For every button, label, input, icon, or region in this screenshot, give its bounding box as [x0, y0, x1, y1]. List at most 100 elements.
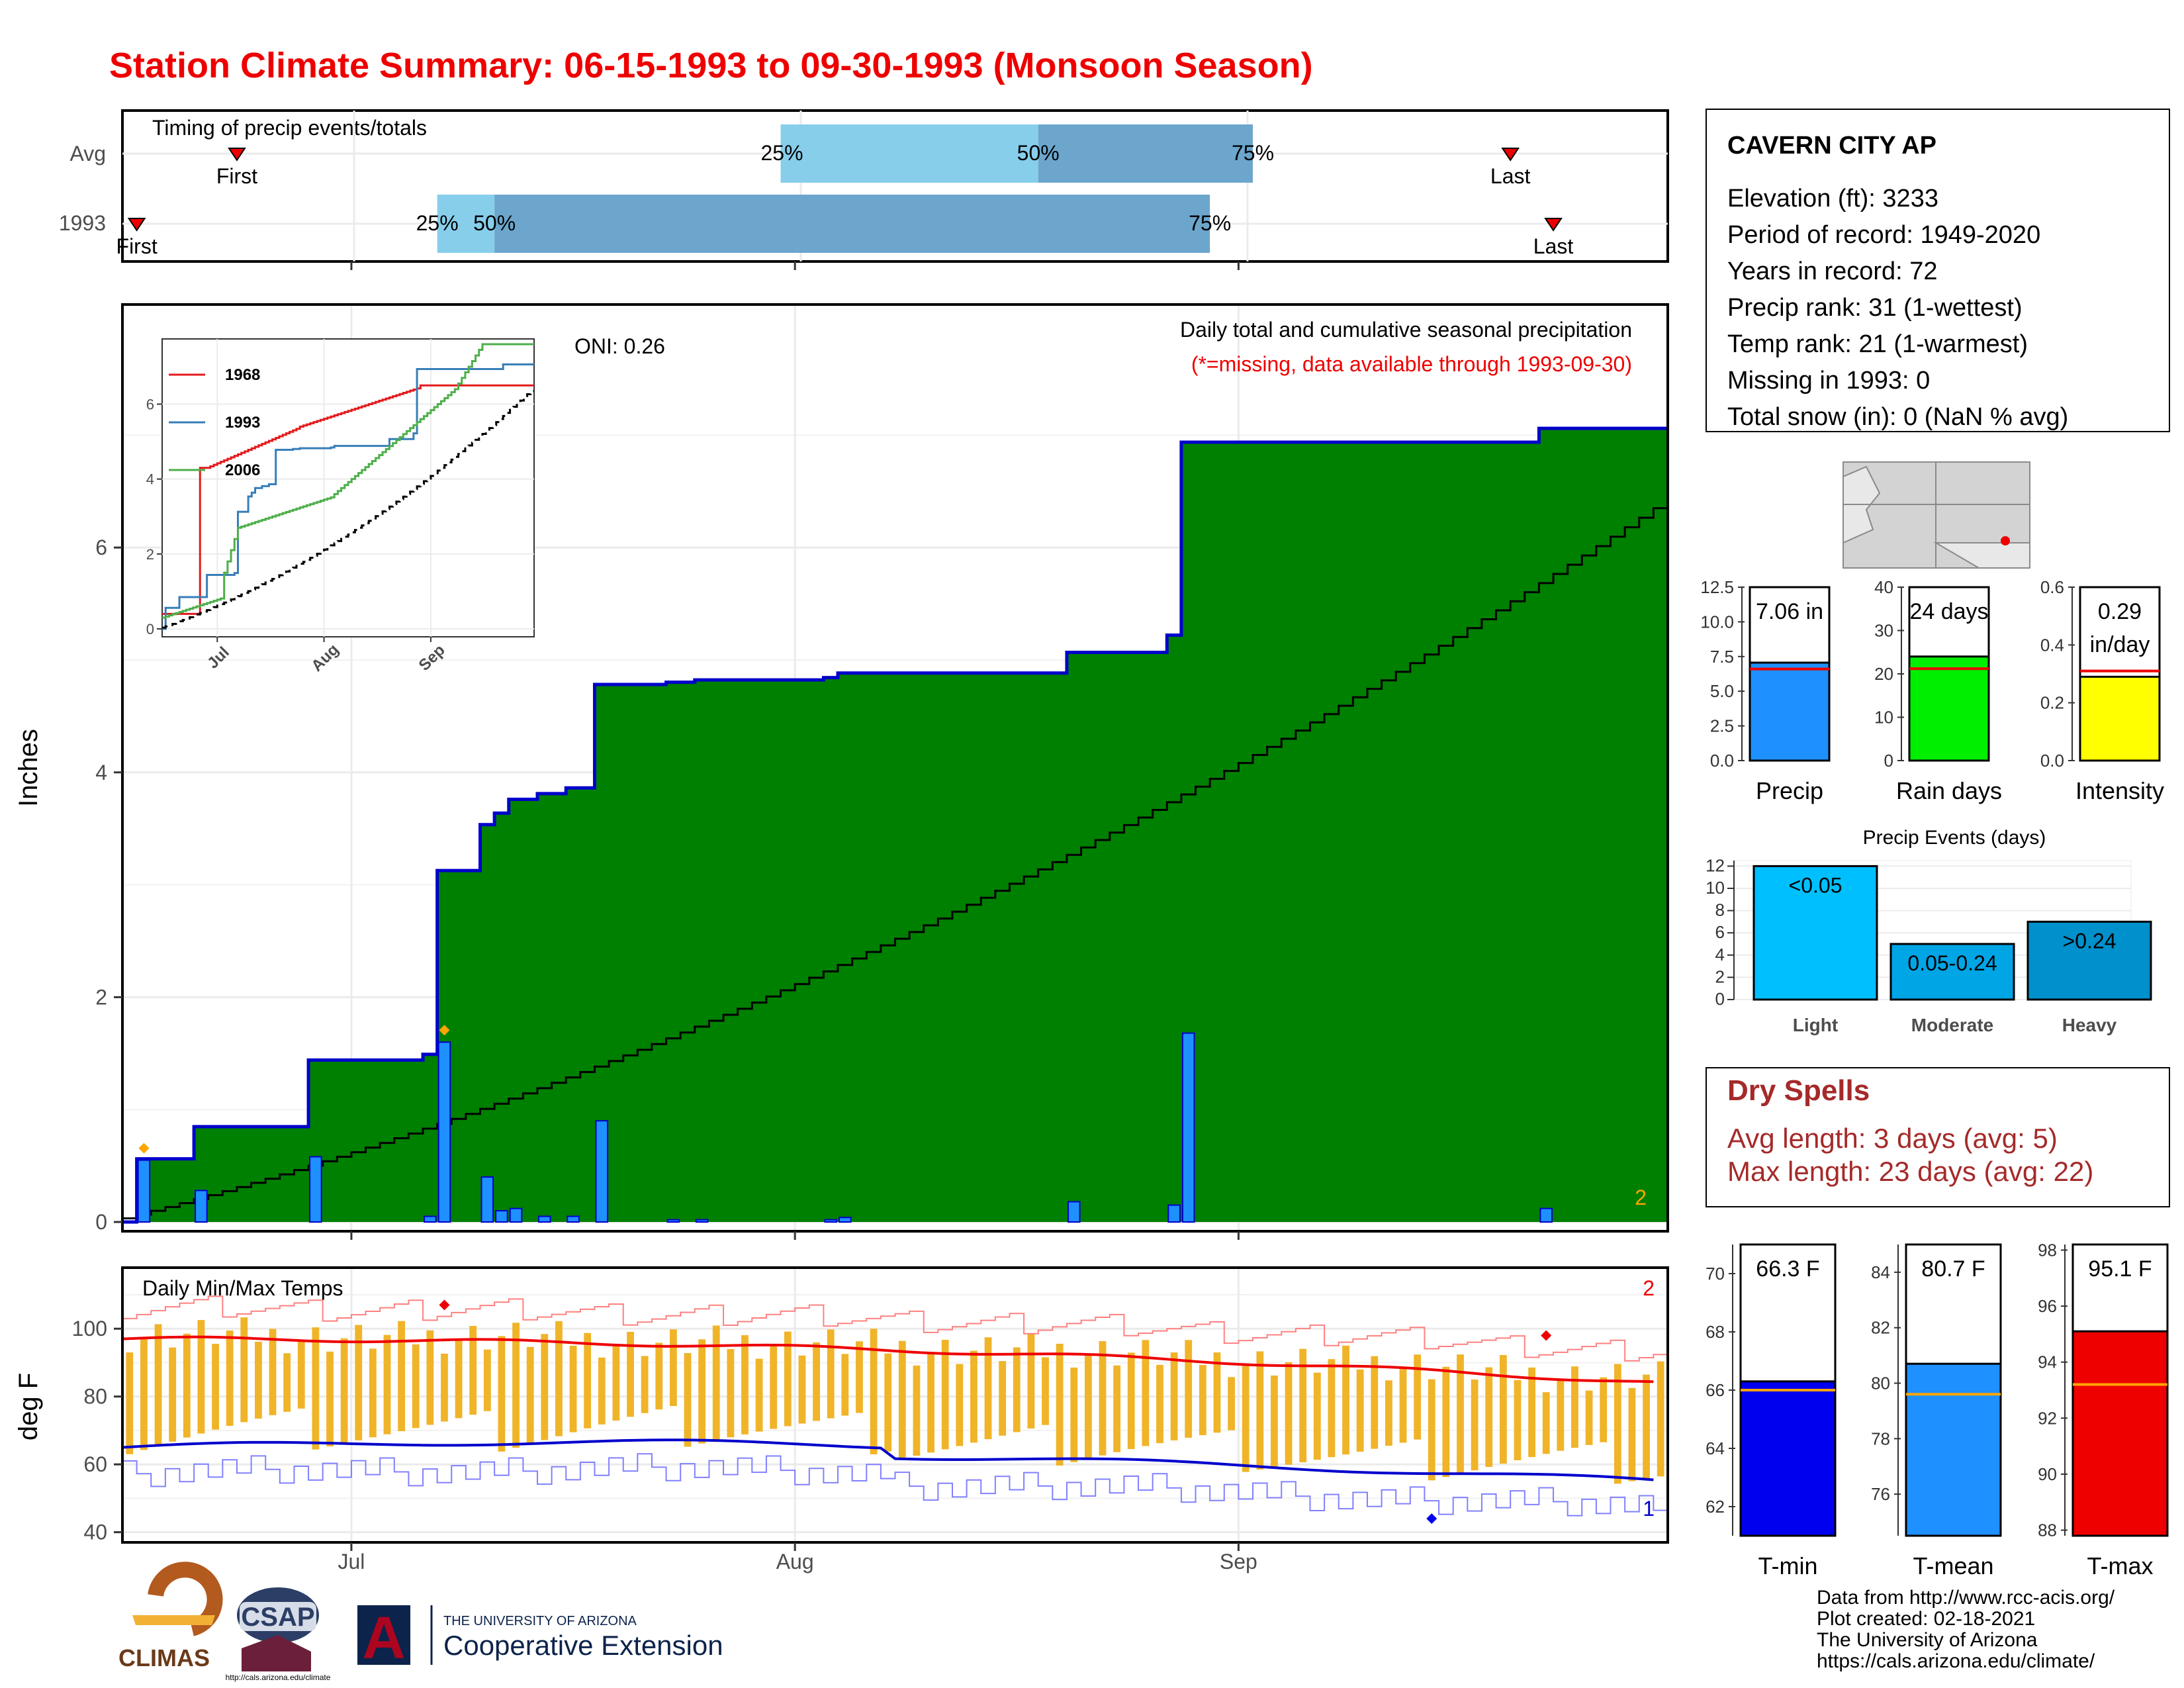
station-location-marker — [2001, 536, 2010, 545]
tsum-2-tick-label: 92 — [2038, 1408, 2057, 1428]
tsum-2-tick-label: 90 — [2038, 1464, 2057, 1484]
daily-temp-range-bar — [627, 1331, 634, 1417]
daily-temp-range-bar — [1414, 1354, 1422, 1440]
tsum-0-tick-label: 62 — [1706, 1497, 1725, 1517]
daily-temp-range-bar — [1542, 1392, 1550, 1454]
temp-y-tick-label: 100 — [72, 1317, 107, 1340]
totals-0-bar — [1749, 661, 1831, 762]
dry-spells-title: Dry Spells — [1727, 1074, 1870, 1107]
daily-temp-range-bar — [1585, 1390, 1593, 1445]
station-info-line: Years in record: 72 — [1727, 258, 1938, 285]
totals-1-tick-label: 0 — [1884, 751, 1893, 771]
tsum-1-tick-label: 76 — [1871, 1484, 1890, 1504]
daily-temp-range-bar — [999, 1361, 1007, 1436]
daily-temp-range-bar — [254, 1341, 262, 1419]
daily-temp-range-bar — [1113, 1365, 1121, 1452]
daily-temp-range-bar — [355, 1325, 363, 1440]
daily-temp-range-bar — [197, 1320, 205, 1434]
timing-bar-q50-q75 — [494, 195, 1210, 253]
daily-temp-range-bar — [1056, 1343, 1064, 1466]
record-marker — [1541, 1330, 1552, 1341]
record-min-line — [122, 1453, 1668, 1517]
daily-temp-range-bar — [913, 1365, 921, 1456]
inset-y-tick-label: 2 — [146, 546, 154, 563]
station-info-box: CAVERN CITY AP Elevation (ft): 3233 Perio… — [1706, 109, 2170, 432]
daily-temp-range-bar — [784, 1331, 792, 1427]
daily-precip-bar — [1539, 1207, 1553, 1223]
timing-bar-q25-q50 — [437, 195, 495, 253]
tsum-0-value-label: 66.3 F — [1756, 1256, 1819, 1282]
tsum-1-category-label: T-mean — [1913, 1552, 1993, 1579]
tsum-1-tick-label: 78 — [1871, 1429, 1890, 1448]
daily-temp-range-bar — [841, 1354, 849, 1416]
daily-precip-bar — [1067, 1201, 1081, 1223]
timing-bar-q50-q75 — [1038, 124, 1253, 183]
ua-line-1: THE UNIVERSITY OF ARIZONA — [443, 1614, 637, 1628]
missing-count: 2 — [1635, 1186, 1647, 1209]
daily-temp-range-bar — [1428, 1379, 1435, 1481]
timing-first-marker — [127, 218, 146, 232]
daily-temp-range-bar — [441, 1353, 448, 1422]
climas-wordmark: CLIMAS — [118, 1644, 210, 1671]
dry-spells-max: Max length: 23 days (avg: 22) — [1727, 1156, 2093, 1187]
daily-temp-range-bar — [369, 1348, 377, 1438]
daily-temp-range-bar — [212, 1344, 219, 1430]
totals-1-value-label: 24 days — [1909, 599, 1988, 624]
daily-temp-range-bar — [498, 1336, 506, 1452]
timing-label-75: 75% — [1232, 141, 1274, 165]
daily-temp-range-bar — [512, 1323, 520, 1448]
totals-2-tick-label: 0.0 — [2040, 751, 2064, 771]
footer-credits: Data from http://www.rcc-acis.org/ Plot … — [1817, 1587, 2115, 1672]
events-tick-label: 8 — [1715, 900, 1725, 920]
timing-title: Timing of precip events/totals — [152, 116, 427, 140]
ua-cooperative-extension-logo: A THE UNIVERSITY OF ARIZONA Cooperative … — [357, 1605, 723, 1671]
daily-temp-range-bar — [1313, 1372, 1321, 1460]
daily-temp-range-bar — [483, 1349, 491, 1411]
daily-temp-range-bar — [1485, 1367, 1493, 1468]
timing-first-marker — [228, 148, 246, 162]
daily-temp-range-bar — [1328, 1359, 1336, 1458]
events-tick-label: 4 — [1715, 945, 1725, 964]
precip-y-tick-label: 0 — [95, 1210, 107, 1234]
daily-temp-range-bar — [898, 1340, 906, 1459]
daily-temp-range-bar — [1228, 1377, 1235, 1430]
tsum-2-category-label: T-max — [2087, 1552, 2153, 1579]
totals-2-value-label: 0.29 — [2098, 599, 2142, 624]
daily-precip-bar — [424, 1215, 437, 1223]
station-info-line: Precip rank: 31 (1-wettest) — [1727, 294, 2023, 322]
tsum-2-tick-label: 94 — [2038, 1352, 2057, 1372]
totals-0-tick-label: 12.5 — [1700, 577, 1734, 597]
daily-temp-range-bar — [1356, 1369, 1364, 1452]
totals-2-tick-label: 0.6 — [2040, 577, 2064, 597]
footer-line-2: Plot created: 02-18-2021 — [1817, 1608, 2035, 1630]
temp-y-tick-label: 60 — [83, 1452, 107, 1476]
totals-1-tick-label: 40 — [1874, 577, 1893, 597]
timing-last-label: Last — [1490, 164, 1531, 188]
daily-temp-range-bar — [1342, 1345, 1349, 1455]
daily-temp-range-bar — [1142, 1340, 1150, 1446]
daily-temp-range-bar — [1471, 1380, 1479, 1471]
daily-temp-range-bar — [1271, 1375, 1278, 1468]
temp-y-axis-label: deg F — [14, 1373, 43, 1440]
ua-line-2: Cooperative Extension — [443, 1630, 723, 1661]
daily-temp-range-bar — [870, 1329, 878, 1454]
totals-2-category-label: Intensity — [2075, 777, 2164, 804]
footer-line-3: The University of Arizona — [1817, 1629, 2038, 1651]
csap-wordmark: CSAP — [241, 1603, 314, 1632]
daily-temp-range-bar — [1070, 1367, 1078, 1462]
tsum-1-bar — [1905, 1362, 2002, 1537]
events-tick-label: 2 — [1715, 966, 1725, 986]
timing-label-25: 25% — [416, 211, 459, 235]
daily-temp-range-bar — [727, 1348, 735, 1438]
daily-temp-range-bar — [1256, 1351, 1264, 1470]
daily-temp-range-bar — [383, 1335, 391, 1434]
tsum-2-value-label: 95.1 F — [2088, 1256, 2152, 1282]
totals-2-tick-label: 0.4 — [2040, 635, 2064, 655]
daily-temp-range-bar — [941, 1340, 949, 1450]
tsum-2-tick-label: 96 — [2038, 1296, 2057, 1316]
timing-label-50: 50% — [473, 211, 516, 235]
daily-temp-range-bar — [398, 1321, 406, 1432]
tsum-1-tick-label: 80 — [1871, 1374, 1890, 1393]
station-name: CAVERN CITY AP — [1727, 132, 1936, 160]
inset-legend-label: 2006 — [225, 461, 260, 479]
